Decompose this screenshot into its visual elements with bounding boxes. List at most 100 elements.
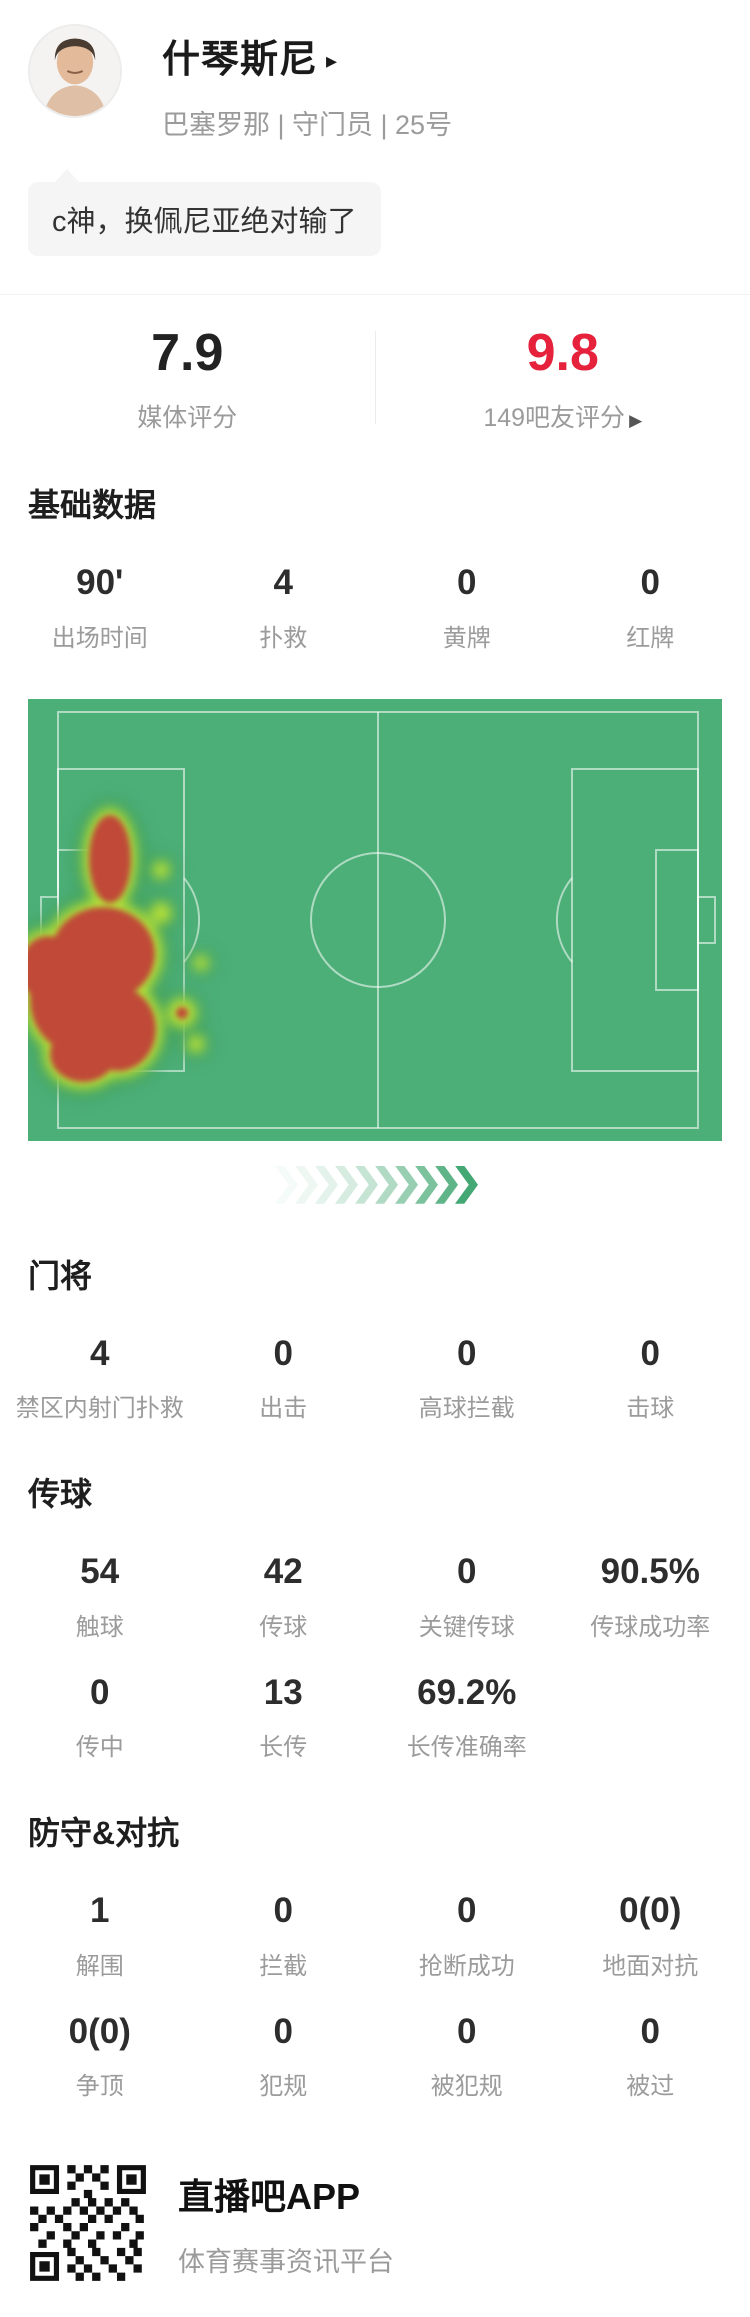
stat-minutes: 90' 出场时间 bbox=[8, 564, 192, 653]
ratings-row: 7.9 媒体评分 9.8 149吧友评分▶ bbox=[0, 294, 750, 434]
fan-rating[interactable]: 9.8 149吧友评分▶ bbox=[376, 325, 750, 434]
stat-clearances: 1 解围 bbox=[8, 1892, 192, 1981]
stat-label: 长传准确率 bbox=[375, 1727, 559, 1762]
section-title-defense: 防守&对抗 bbox=[28, 1808, 722, 1854]
stat-value: 0 bbox=[192, 2013, 376, 2052]
stat-label: 传球成功率 bbox=[559, 1607, 743, 1642]
stat-label: 击球 bbox=[559, 1388, 743, 1423]
stat-label: 争顶 bbox=[8, 2066, 192, 2101]
stat-value: 4 bbox=[192, 564, 376, 603]
app-tagline: 体育赛事资讯平台 bbox=[178, 2240, 394, 2279]
stat-value: 54 bbox=[8, 1553, 192, 1592]
stat-label: 触球 bbox=[8, 1607, 192, 1642]
stat-touches: 54 触球 bbox=[8, 1553, 192, 1642]
section-title-passing: 传球 bbox=[28, 1469, 722, 1515]
stat-label: 被犯规 bbox=[375, 2066, 559, 2101]
stat-value: 0 bbox=[8, 1674, 192, 1713]
basic-stats-grid: 90' 出场时间 4 扑救 0 黄牌 0 红牌 bbox=[0, 532, 750, 653]
chevron-icon bbox=[335, 1166, 358, 1204]
stat-label: 地面对抗 bbox=[559, 1946, 743, 1981]
chevron-icon bbox=[375, 1166, 398, 1204]
fan-rating-label: 149吧友评分▶ bbox=[376, 398, 750, 434]
section-title-basic: 基础数据 bbox=[28, 480, 722, 526]
stat-value: 42 bbox=[192, 1553, 376, 1592]
stat-punches: 0 击球 bbox=[559, 1335, 743, 1424]
stat-passes: 42 传球 bbox=[192, 1553, 376, 1642]
stat-label: 被过 bbox=[559, 2066, 743, 2101]
media-rating-label: 媒体评分 bbox=[0, 398, 375, 434]
stat-dribbled-past: 0 被过 bbox=[559, 2013, 743, 2102]
chevron-icon bbox=[435, 1166, 458, 1204]
chevron-icon bbox=[315, 1166, 338, 1204]
avatar-image bbox=[30, 26, 120, 116]
stat-saves: 4 扑救 bbox=[192, 564, 376, 653]
stat-value: 0 bbox=[559, 2013, 743, 2052]
stat-fouls: 0 犯规 bbox=[192, 2013, 376, 2102]
stat-tackles-won: 0 抢断成功 bbox=[375, 1892, 559, 1981]
heatmap-pitch bbox=[28, 699, 722, 1141]
stat-value: 90' bbox=[8, 564, 192, 603]
passing-stats-grid: 54 触球 42 传球 0 关键传球 90.5% 传球成功率 0 传中 13 长… bbox=[0, 1521, 750, 1762]
media-rating: 7.9 媒体评分 bbox=[0, 325, 375, 434]
stat-value: 90.5% bbox=[559, 1553, 743, 1592]
stat-value: 0 bbox=[375, 1335, 559, 1374]
stat-label: 出击 bbox=[192, 1388, 376, 1423]
defense-stats-grid: 1 解围 0 拦截 0 抢断成功 0(0) 地面对抗 0(0) 争顶 0 犯规 … bbox=[0, 1860, 750, 2101]
stat-pass-accuracy: 90.5% 传球成功率 bbox=[559, 1553, 743, 1642]
footer-text: 直播吧APP 体育赛事资讯平台 bbox=[178, 2168, 394, 2279]
stat-interceptions: 0 拦截 bbox=[192, 1892, 376, 1981]
stat-long-balls: 13 长传 bbox=[192, 1674, 376, 1763]
hot-comment-area: c神，换佩尼亚绝对输了 bbox=[0, 182, 750, 256]
player-name-row[interactable]: 什琴斯尼 ▸ bbox=[162, 28, 452, 83]
media-rating-value: 7.9 bbox=[0, 325, 375, 382]
stat-value: 69.2% bbox=[375, 1674, 559, 1713]
stat-value: 4 bbox=[8, 1335, 192, 1374]
chevron-separator bbox=[0, 1165, 750, 1205]
stat-label: 扑救 bbox=[192, 618, 376, 653]
stat-label: 传中 bbox=[8, 1727, 192, 1762]
stat-crosses: 0 传中 bbox=[8, 1674, 192, 1763]
chevron-icon bbox=[355, 1166, 378, 1204]
stat-value: 0 bbox=[375, 1553, 559, 1592]
app-footer: 直播吧APP 体育赛事资讯平台 bbox=[28, 2163, 722, 2317]
stat-label: 抢断成功 bbox=[375, 1946, 559, 1981]
pitch-heatmap-figure bbox=[28, 699, 722, 1141]
stat-value: 0 bbox=[559, 1335, 743, 1374]
player-header-text: 什琴斯尼 ▸ 巴塞罗那 | 守门员 | 25号 bbox=[162, 24, 452, 142]
stat-value: 0 bbox=[192, 1335, 376, 1374]
stat-value: 1 bbox=[8, 1892, 192, 1931]
fan-rating-arrow-icon: ▶ bbox=[629, 411, 642, 430]
player-avatar[interactable] bbox=[28, 24, 122, 118]
stat-rushes-out: 0 出击 bbox=[192, 1335, 376, 1424]
stat-red-cards: 0 红牌 bbox=[559, 564, 743, 653]
stat-label: 传球 bbox=[192, 1607, 376, 1642]
player-header: 什琴斯尼 ▸ 巴塞罗那 | 守门员 | 25号 bbox=[0, 0, 750, 142]
name-arrow-icon: ▸ bbox=[326, 48, 337, 74]
stat-value: 0 bbox=[559, 564, 743, 603]
qr-code bbox=[28, 2163, 148, 2283]
player-name: 什琴斯尼 bbox=[162, 39, 318, 81]
stat-label: 犯规 bbox=[192, 2066, 376, 2101]
stat-value: 0 bbox=[375, 1892, 559, 1931]
stat-label: 拦截 bbox=[192, 1946, 376, 1981]
stat-ground-duels: 0(0) 地面对抗 bbox=[559, 1892, 743, 1981]
stat-was-fouled: 0 被犯规 bbox=[375, 2013, 559, 2102]
chevron-icon bbox=[415, 1166, 438, 1204]
stat-label: 红牌 bbox=[559, 618, 743, 653]
chevron-icon bbox=[295, 1166, 318, 1204]
chevron-icon bbox=[455, 1166, 478, 1204]
stat-box-saves: 4 禁区内射门扑救 bbox=[8, 1335, 192, 1424]
section-title-goalkeeper: 门将 bbox=[28, 1251, 722, 1297]
fan-rating-value: 9.8 bbox=[376, 325, 750, 382]
stat-label: 长传 bbox=[192, 1727, 376, 1762]
hot-comment-bubble[interactable]: c神，换佩尼亚绝对输了 bbox=[28, 182, 381, 256]
player-meta: 巴塞罗那 | 守门员 | 25号 bbox=[162, 103, 452, 142]
stat-value: 13 bbox=[192, 1674, 376, 1713]
stat-label: 解围 bbox=[8, 1946, 192, 1981]
stat-label: 禁区内射门扑救 bbox=[8, 1388, 192, 1423]
stat-label: 黄牌 bbox=[375, 618, 559, 653]
stat-value: 0(0) bbox=[8, 2013, 192, 2052]
stat-long-ball-accuracy: 69.2% 长传准确率 bbox=[375, 1674, 559, 1763]
stat-value: 0 bbox=[375, 564, 559, 603]
